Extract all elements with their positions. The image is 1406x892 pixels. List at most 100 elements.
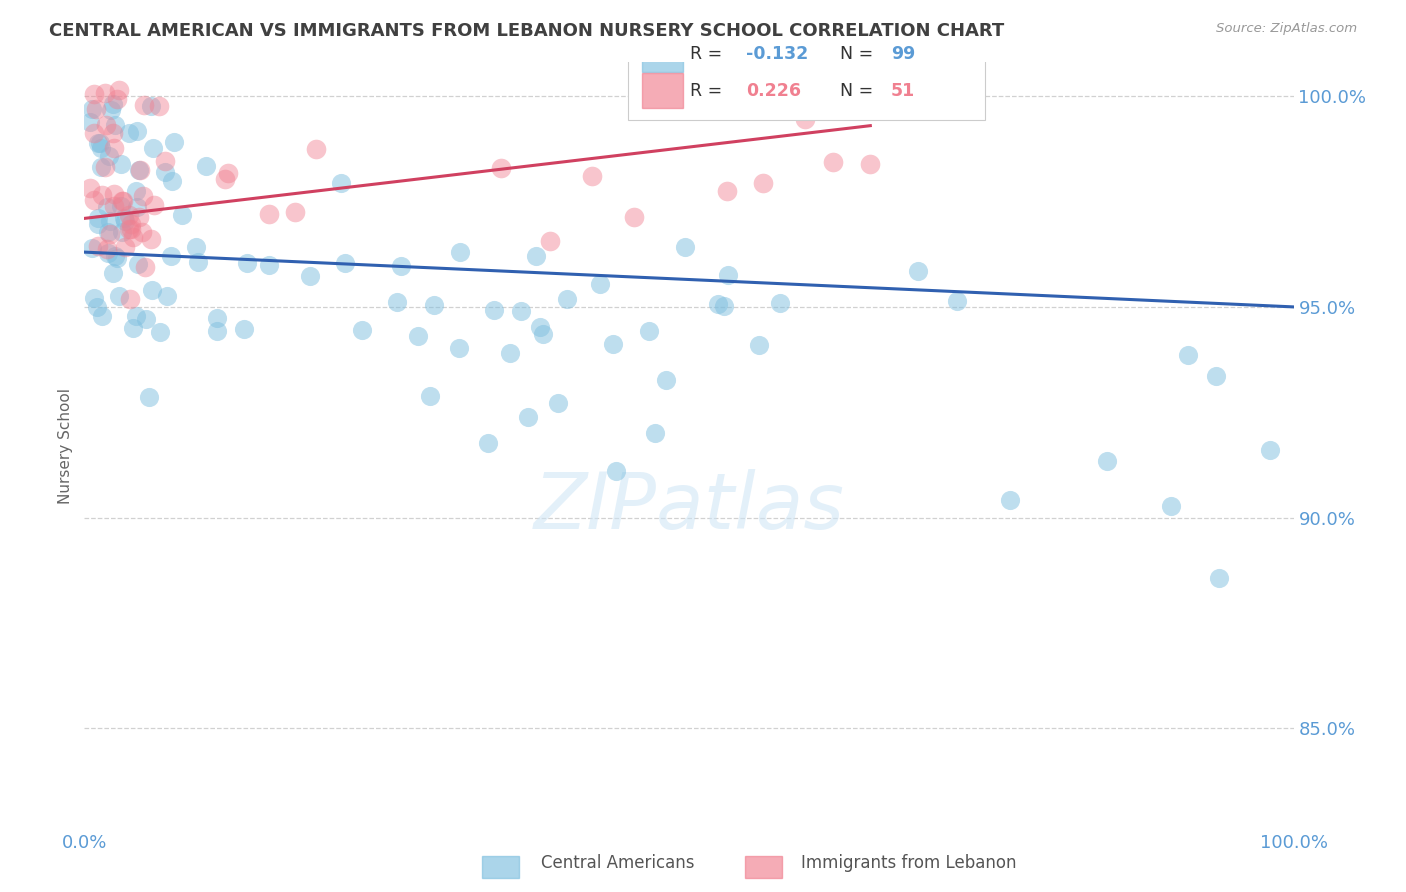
Point <box>111 194 134 209</box>
Point <box>90 140 112 154</box>
Text: CENTRAL AMERICAN VS IMMIGRANTS FROM LEBANON NURSERY SCHOOL CORRELATION CHART: CENTRAL AMERICAN VS IMMIGRANTS FROM LEBA… <box>49 22 1004 40</box>
Point <box>97 245 120 260</box>
Point <box>112 194 135 208</box>
Point <box>103 141 125 155</box>
Point <box>128 162 150 177</box>
Point <box>602 337 624 351</box>
Point <box>149 326 172 340</box>
Point <box>90 160 112 174</box>
Point <box>79 115 101 129</box>
Point <box>97 225 120 239</box>
FancyBboxPatch shape <box>628 24 986 120</box>
Point <box>100 103 122 118</box>
Point <box>717 268 740 282</box>
Point <box>205 324 228 338</box>
Point <box>120 222 142 236</box>
Point <box>163 136 186 150</box>
Point <box>160 174 183 188</box>
Point <box>112 211 135 226</box>
Point <box>96 242 118 256</box>
Point <box>257 206 280 220</box>
Point <box>257 258 280 272</box>
Point <box>998 492 1021 507</box>
Point <box>538 234 561 248</box>
Point <box>217 166 239 180</box>
Point <box>449 341 471 355</box>
Point <box>170 208 193 222</box>
Point <box>298 268 321 283</box>
Point <box>121 217 143 231</box>
Point <box>156 289 179 303</box>
Point <box>125 309 148 323</box>
Point <box>148 99 170 113</box>
Point <box>86 300 108 314</box>
Point <box>105 92 128 106</box>
Text: N =: N = <box>841 82 879 100</box>
Point <box>716 185 738 199</box>
Point <box>103 126 125 140</box>
Point <box>389 259 412 273</box>
Text: -0.132: -0.132 <box>745 45 808 63</box>
Point <box>142 141 165 155</box>
Point <box>186 240 208 254</box>
Point <box>110 199 132 213</box>
Point <box>232 321 254 335</box>
Point <box>138 391 160 405</box>
Point <box>482 302 505 317</box>
Point <box>673 239 696 253</box>
Point <box>385 295 408 310</box>
Point <box>748 337 770 351</box>
Point <box>352 323 374 337</box>
Point <box>131 189 153 203</box>
Text: 0.226: 0.226 <box>745 82 801 100</box>
Text: R =: R = <box>690 82 728 100</box>
Point <box>131 225 153 239</box>
Point <box>103 186 125 201</box>
Point <box>419 389 441 403</box>
Point <box>499 346 522 360</box>
Point <box>114 240 136 254</box>
Point <box>1208 571 1230 585</box>
Point <box>87 211 110 225</box>
Point <box>509 304 531 318</box>
Point <box>111 225 134 239</box>
Text: Immigrants from Lebanon: Immigrants from Lebanon <box>801 855 1017 872</box>
Point <box>80 102 103 116</box>
Point <box>118 126 141 140</box>
Point <box>713 299 735 313</box>
Point <box>423 298 446 312</box>
Point <box>128 210 150 224</box>
Point <box>205 311 228 326</box>
Point <box>516 409 538 424</box>
Point <box>236 256 259 270</box>
Point <box>93 86 115 100</box>
Point <box>86 102 108 116</box>
Point <box>134 260 156 274</box>
Point <box>118 208 141 222</box>
Point <box>141 283 163 297</box>
Point <box>79 181 101 195</box>
Point <box>1205 369 1227 384</box>
Point <box>114 213 136 227</box>
Point <box>141 99 163 113</box>
Point <box>333 256 356 270</box>
Text: N =: N = <box>841 45 879 63</box>
Point <box>946 293 969 308</box>
Point <box>127 124 149 138</box>
Text: 51: 51 <box>891 82 915 100</box>
Point <box>108 289 131 303</box>
Point <box>83 291 105 305</box>
Point <box>103 199 125 213</box>
Point <box>477 435 499 450</box>
Point <box>581 169 603 183</box>
Point <box>120 292 142 306</box>
Point <box>547 396 569 410</box>
Point <box>533 326 555 341</box>
Point <box>330 176 353 190</box>
Point <box>1095 453 1118 467</box>
Point <box>89 136 111 151</box>
Point <box>107 83 129 97</box>
Point <box>194 159 217 173</box>
Point <box>793 112 815 126</box>
Point <box>644 425 666 440</box>
